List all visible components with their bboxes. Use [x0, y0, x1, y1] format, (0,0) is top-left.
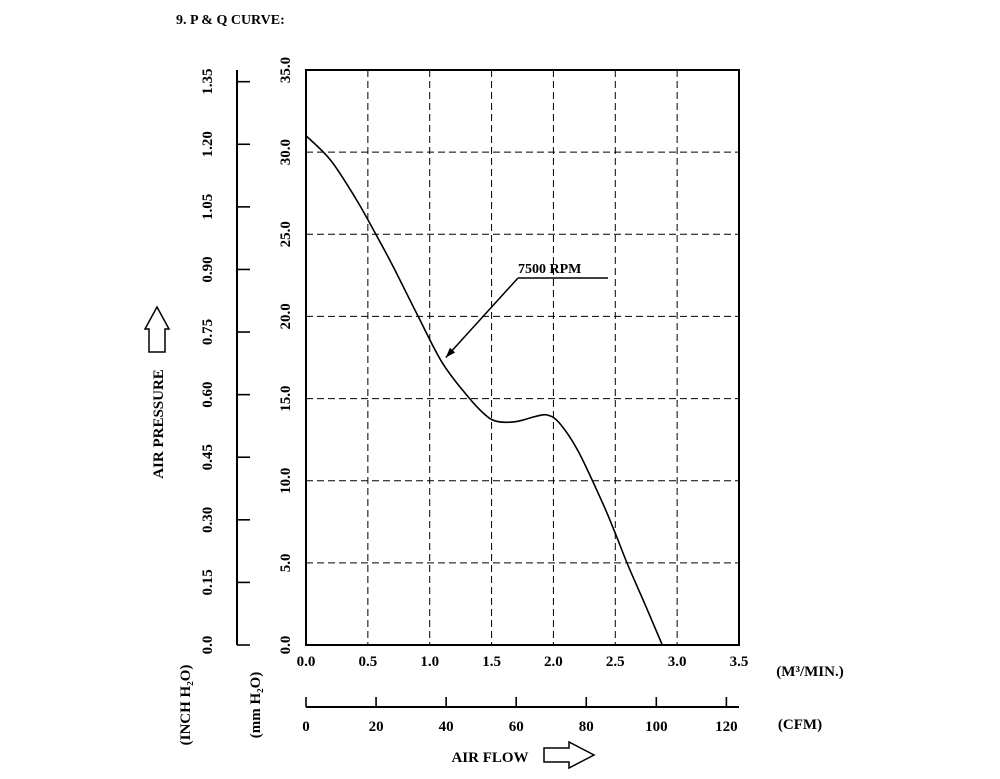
inch-tick-label: 1.20 [200, 131, 216, 157]
x-tick-label: 0.5 [358, 654, 377, 670]
x-tick-label: 0.0 [297, 654, 316, 670]
inch-axis-ticks: 0.0 0.15 0.30 0.45 0.60 0.75 0.90 1.05 1.20 1.35 [200, 69, 250, 655]
y-axis-title: AIR PRESSURE [151, 369, 167, 479]
cfm-tick-label: 100 [645, 719, 668, 735]
cfm-tick-label: 40 [439, 719, 454, 735]
x-tick-label: 3.5 [730, 654, 749, 670]
y-tick-label: 20.0 [278, 303, 294, 329]
up-arrow-icon [143, 305, 171, 353]
x-tick-label: 2.0 [544, 654, 563, 670]
right-arrow-icon [543, 740, 596, 770]
cfm-tick-label: 120 [715, 719, 738, 735]
annotation-label: 7500 RPM [518, 262, 581, 277]
annotation-leader-line [445, 277, 519, 359]
x-tick-label: 1.0 [420, 654, 439, 670]
y-tick-label: 25.0 [278, 221, 294, 247]
cfm-tick-label: 0 [302, 719, 310, 735]
inch-tick-label: 0.75 [200, 319, 216, 345]
cfm-tick-label: 20 [369, 719, 384, 735]
x-tick-label: 1.5 [482, 654, 501, 670]
cfm-tick-label: 60 [509, 719, 524, 735]
cfm-axis-ticks: 0 20 40 60 80 100 120 [302, 697, 738, 735]
inch-tick-label: 0.30 [200, 507, 216, 533]
y-unit-primary: (mm H₂O) [248, 672, 264, 739]
y-tick-label: 10.0 [278, 468, 294, 494]
inch-tick-label: 1.35 [200, 69, 216, 95]
section-heading: 9. P & Q CURVE: [176, 13, 285, 28]
inch-tick-label: 0.15 [200, 569, 216, 595]
inch-tick-label: 0.90 [200, 256, 216, 282]
x-unit-secondary: (CFM) [778, 717, 822, 733]
inch-tick-label: 1.05 [200, 194, 216, 220]
curve-annotation: 7500 RPM [445, 262, 608, 359]
series-line-7500-rpm [305, 135, 664, 646]
y-tick-label: 15.0 [278, 385, 294, 411]
inch-tick-label: 0.0 [200, 636, 216, 655]
y-tick-label: 5.0 [278, 553, 294, 572]
y-unit-secondary: (INCH H₂O) [178, 665, 194, 746]
y-tick-label: 35.0 [278, 57, 294, 83]
y-tick-label: 30.0 [278, 139, 294, 165]
x-unit-primary: (M³/MIN.) [776, 664, 843, 680]
y-axis-ticks: 0.0 5.0 10.0 15.0 20.0 25.0 30.0 35.0 [278, 57, 294, 655]
x-tick-label: 2.5 [606, 654, 625, 670]
cfm-tick-label: 80 [579, 719, 594, 735]
y-tick-label: 0.0 [278, 636, 294, 655]
plot-frame [305, 69, 740, 646]
annotation-arrowhead [445, 347, 456, 358]
x-tick-label: 3.0 [668, 654, 687, 670]
inch-tick-label: 0.45 [200, 444, 216, 470]
inch-tick-label: 0.60 [200, 382, 216, 408]
x-axis-ticks: 0.0 0.5 1.0 1.5 2.0 2.5 3.0 3.5 [297, 654, 749, 670]
x-axis-title: AIR FLOW [451, 750, 528, 766]
grid-lines [306, 70, 739, 645]
